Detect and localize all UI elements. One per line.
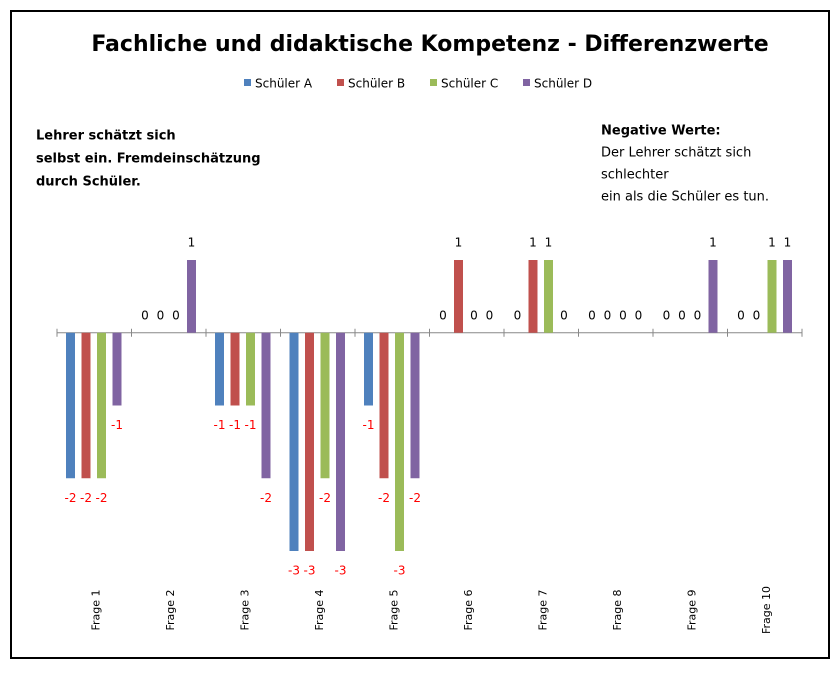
- chart-frame: [10, 10, 830, 659]
- bar: [379, 332, 389, 479]
- data-label: -2: [80, 491, 92, 505]
- bar: [112, 332, 122, 406]
- chart-title: Fachliche und didaktische Kompetenz - Di…: [91, 32, 768, 57]
- legend-label: Schüler A: [255, 77, 313, 91]
- bar: [395, 332, 404, 551]
- bar: [261, 332, 271, 479]
- data-label: 1: [545, 236, 553, 250]
- data-label: 0: [737, 308, 745, 322]
- data-label: 1: [768, 236, 776, 250]
- bar: [97, 332, 106, 479]
- data-label: -3: [394, 564, 406, 578]
- x-tick-label: Frage 10: [760, 586, 773, 634]
- data-label: 0: [157, 308, 165, 322]
- bar: [81, 332, 91, 479]
- bar: [305, 332, 314, 551]
- bar: [336, 332, 345, 551]
- data-label: 0: [470, 308, 478, 322]
- data-label: -3: [335, 564, 347, 578]
- data-label: -2: [409, 491, 421, 505]
- x-tick-label: Frage 5: [387, 589, 400, 630]
- legend-swatch: [337, 79, 344, 86]
- bar: [544, 260, 553, 333]
- data-label: 0: [694, 308, 702, 322]
- data-label: -2: [96, 491, 108, 505]
- bar: [215, 332, 224, 406]
- legend-label: Schüler D: [534, 77, 592, 91]
- annotation-line: durch Schüler.: [36, 175, 141, 190]
- bar: [66, 332, 75, 479]
- data-label: 0: [172, 308, 180, 322]
- bar: [320, 332, 330, 479]
- bar: [410, 332, 420, 479]
- x-tick-label: Frage 3: [238, 589, 251, 630]
- bar: [783, 260, 792, 333]
- data-label: 0: [663, 308, 671, 322]
- bar: [767, 260, 777, 333]
- data-label: -1: [363, 418, 375, 432]
- x-tick-label: Frage 6: [462, 589, 475, 630]
- data-label: 1: [455, 236, 463, 250]
- bar: [528, 260, 538, 333]
- data-label: 1: [709, 236, 717, 250]
- data-label: 1: [188, 236, 196, 250]
- data-label: -1: [111, 418, 123, 432]
- annotation-line: schlechter: [601, 168, 669, 183]
- x-tick-label: Frage 9: [685, 589, 698, 630]
- legend-label: Schüler C: [441, 77, 498, 91]
- data-label: 0: [619, 308, 627, 322]
- bar: [289, 332, 299, 551]
- annotation-heading: Negative Werte:: [601, 124, 721, 139]
- data-label: 0: [635, 308, 643, 322]
- legend: Schüler A Schüler B Schüler C Schüler D: [244, 77, 592, 91]
- x-tick-label: Frage 2: [164, 589, 177, 630]
- x-tick-label: Frage 1: [89, 589, 102, 630]
- data-label: 0: [753, 308, 761, 322]
- data-label: -1: [245, 418, 257, 432]
- x-tick-label: Frage 8: [611, 589, 624, 630]
- data-label: 1: [529, 236, 537, 250]
- legend-swatch: [430, 79, 437, 86]
- bar: [230, 332, 240, 406]
- bar: [187, 260, 196, 333]
- data-label: 0: [514, 308, 522, 322]
- data-label: 0: [604, 308, 612, 322]
- data-label: -1: [214, 418, 226, 432]
- data-label: -2: [65, 491, 77, 505]
- data-label: -2: [260, 491, 272, 505]
- bar: [246, 332, 255, 406]
- data-label: 0: [141, 308, 149, 322]
- data-label: 0: [560, 308, 568, 322]
- annotation-line: selbst ein. Fremdeinschätzung: [36, 152, 261, 167]
- data-label: -3: [288, 564, 300, 578]
- data-label: 1: [784, 236, 792, 250]
- data-label: 0: [588, 308, 596, 322]
- data-label: -1: [229, 418, 241, 432]
- data-label: -2: [319, 491, 331, 505]
- x-tick-label: Frage 7: [536, 589, 549, 630]
- data-label: -2: [378, 491, 390, 505]
- annotation-line: ein als die Schüler es tun.: [601, 190, 769, 205]
- bar: [364, 332, 373, 406]
- bar: [708, 260, 718, 333]
- bar: [454, 260, 463, 333]
- legend-swatch: [244, 79, 251, 86]
- annotation-line: Der Lehrer schätzt sich: [601, 146, 751, 161]
- data-label: -3: [304, 564, 316, 578]
- legend-swatch: [523, 79, 530, 86]
- annotation-line: Lehrer schätzt sich: [36, 129, 176, 144]
- data-label: 0: [678, 308, 686, 322]
- legend-label: Schüler B: [348, 77, 405, 91]
- data-label: 0: [439, 308, 447, 322]
- x-tick-label: Frage 4: [313, 589, 326, 630]
- data-label: 0: [486, 308, 494, 322]
